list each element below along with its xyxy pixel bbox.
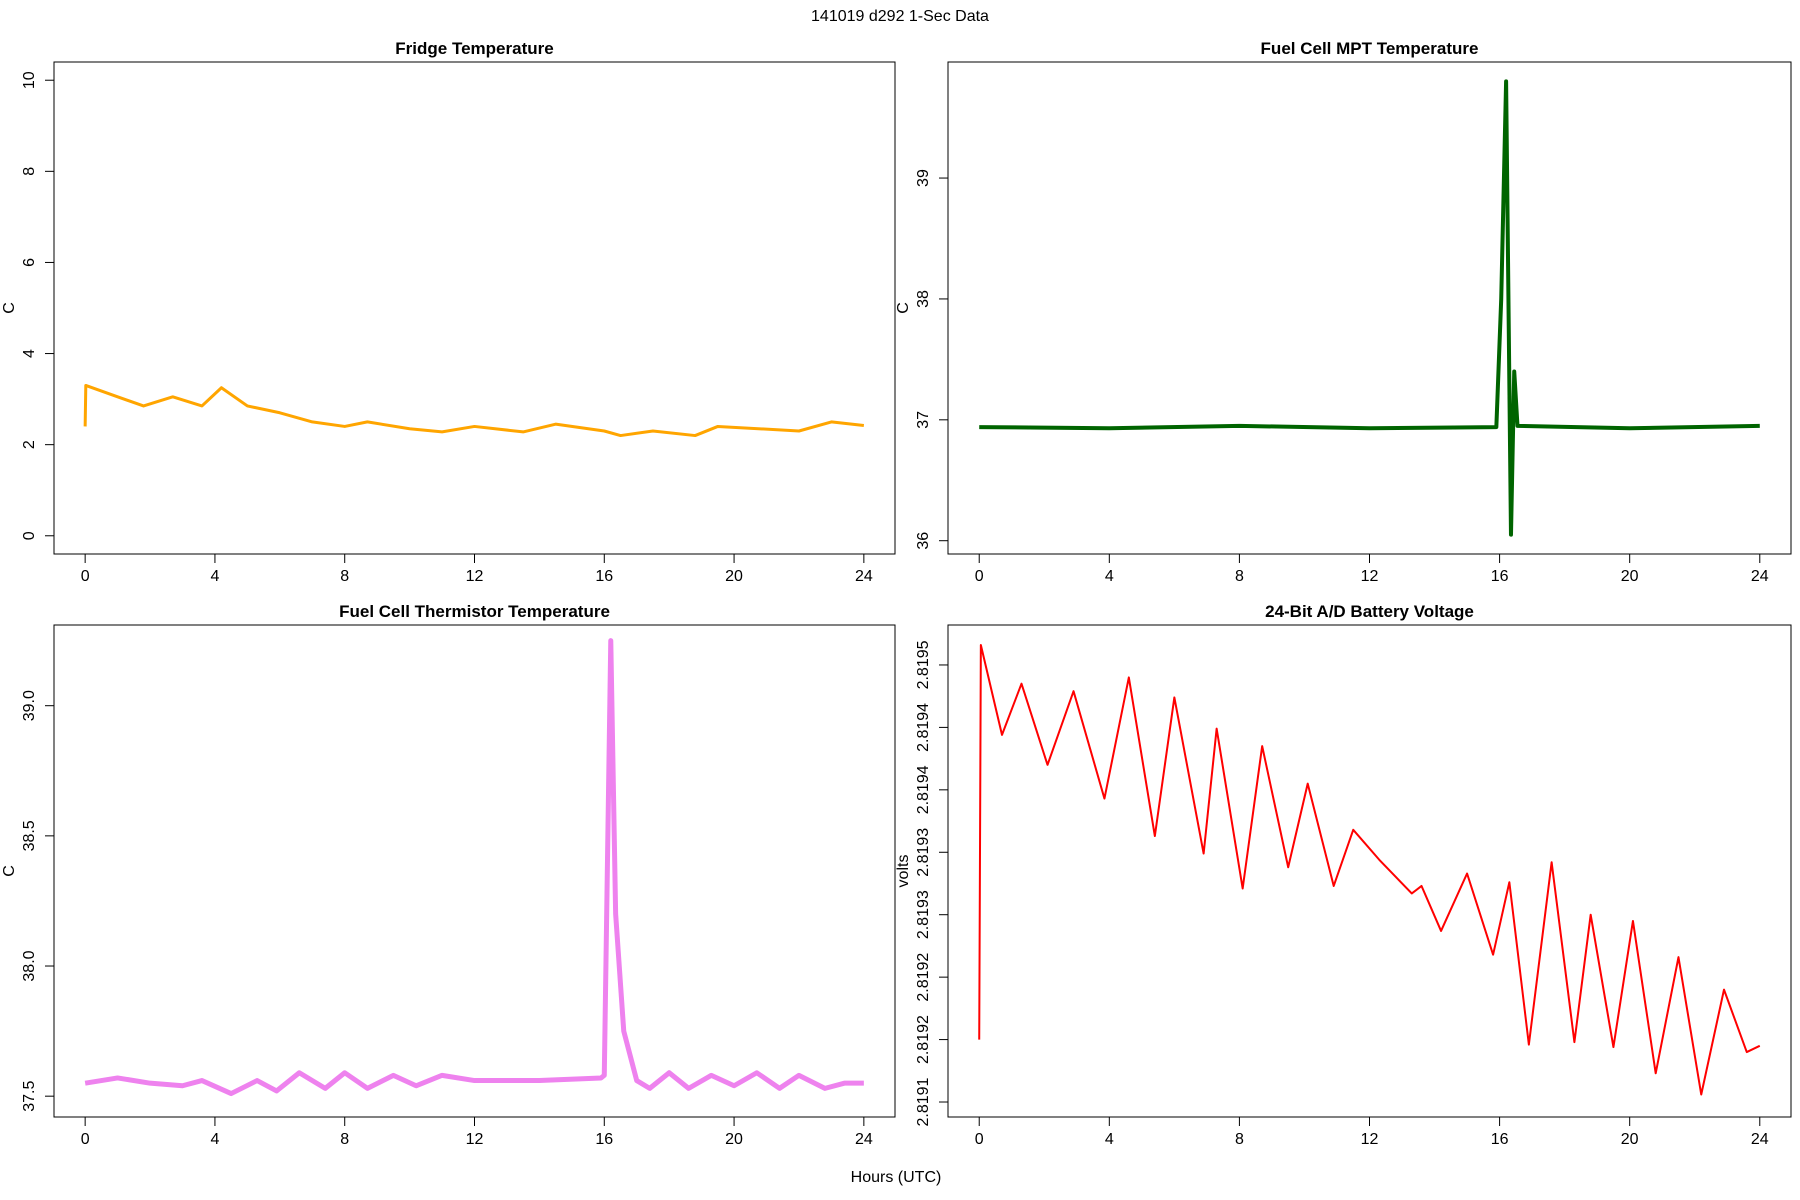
plot-frame bbox=[53, 624, 896, 1118]
x-tick-label: 8 bbox=[340, 568, 349, 585]
plot-frame bbox=[947, 61, 1792, 555]
x-tick-label: 8 bbox=[1235, 568, 1244, 585]
panel-title: Fridge Temperature bbox=[395, 39, 553, 58]
y-tick-label: 2.8194 bbox=[915, 703, 932, 752]
y-axis-label: C bbox=[1, 302, 18, 314]
y-tick-label: 2.8192 bbox=[915, 1015, 932, 1064]
x-tick-label: 20 bbox=[725, 568, 743, 585]
x-tick-label: 20 bbox=[1621, 1131, 1639, 1148]
x-tick-label: 4 bbox=[1105, 568, 1114, 585]
y-tick-label: 39.0 bbox=[21, 690, 38, 721]
x-tick-label: 12 bbox=[1361, 1131, 1379, 1148]
x-tick-label: 24 bbox=[855, 568, 873, 585]
panel-title: 24-Bit A/D Battery Voltage bbox=[1265, 602, 1474, 621]
x-tick-label: 16 bbox=[1491, 568, 1509, 585]
x-tick-label: 0 bbox=[975, 1131, 984, 1148]
x-tick-label: 4 bbox=[210, 1131, 219, 1148]
y-tick-label: 38.5 bbox=[21, 820, 38, 851]
x-tick-label: 4 bbox=[1105, 1131, 1114, 1148]
x-tick-label: 8 bbox=[1235, 1131, 1244, 1148]
y-tick-label: 8 bbox=[21, 167, 38, 176]
data-line bbox=[979, 79, 1760, 537]
y-tick-label: 2.8192 bbox=[915, 953, 932, 1002]
x-tick-label: 4 bbox=[210, 568, 219, 585]
panel-title: Fuel Cell Thermistor Temperature bbox=[339, 602, 610, 621]
x-tick-label: 16 bbox=[595, 1131, 613, 1148]
x-tick-label: 24 bbox=[1751, 1131, 1769, 1148]
y-tick-label: 0 bbox=[21, 531, 38, 540]
x-tick-label: 12 bbox=[466, 1131, 484, 1148]
data-line bbox=[978, 643, 1761, 1096]
data-line bbox=[83, 383, 865, 438]
x-tick-label: 24 bbox=[1751, 568, 1769, 585]
x-tick-label: 0 bbox=[81, 1131, 90, 1148]
x-tick-label: 0 bbox=[975, 568, 984, 585]
y-tick-label: 2.8194 bbox=[915, 765, 932, 814]
data-line bbox=[84, 638, 864, 1097]
y-tick-label: 37.5 bbox=[21, 1081, 38, 1112]
y-tick-label: 2.8191 bbox=[915, 1077, 932, 1126]
x-tick-label: 8 bbox=[340, 1131, 349, 1148]
x-tick-label: 0 bbox=[81, 568, 90, 585]
panel-title: Fuel Cell MPT Temperature bbox=[1261, 39, 1479, 58]
y-tick-label: 10 bbox=[21, 71, 38, 89]
x-axis-label: Hours (UTC) bbox=[851, 1169, 942, 1186]
y-tick-label: 2 bbox=[21, 440, 38, 449]
y-tick-label: 38 bbox=[915, 290, 932, 308]
y-tick-label: 4 bbox=[21, 349, 38, 358]
x-tick-label: 16 bbox=[1491, 1131, 1509, 1148]
y-axis-label: C bbox=[1, 865, 18, 877]
plot-frame bbox=[947, 624, 1792, 1118]
x-tick-label: 20 bbox=[1621, 568, 1639, 585]
y-axis-label: C bbox=[895, 302, 912, 314]
x-tick-label: 20 bbox=[725, 1131, 743, 1148]
y-tick-label: 6 bbox=[21, 258, 38, 267]
x-tick-label: 16 bbox=[595, 568, 613, 585]
plot-frame bbox=[53, 61, 896, 555]
y-tick-label: 2.8193 bbox=[915, 890, 932, 939]
y-tick-label: 38.0 bbox=[21, 950, 38, 981]
x-tick-label: 24 bbox=[855, 1131, 873, 1148]
x-tick-label: 12 bbox=[466, 568, 484, 585]
y-axis-label: volts bbox=[895, 855, 912, 888]
y-tick-label: 39 bbox=[915, 169, 932, 187]
y-tick-label: 36 bbox=[915, 532, 932, 550]
y-tick-label: 37 bbox=[915, 411, 932, 429]
y-tick-label: 2.8195 bbox=[915, 640, 932, 689]
x-tick-label: 12 bbox=[1361, 568, 1379, 585]
y-tick-label: 2.8193 bbox=[915, 828, 932, 877]
figure-title: 141019 d292 1-Sec Data bbox=[811, 8, 989, 25]
